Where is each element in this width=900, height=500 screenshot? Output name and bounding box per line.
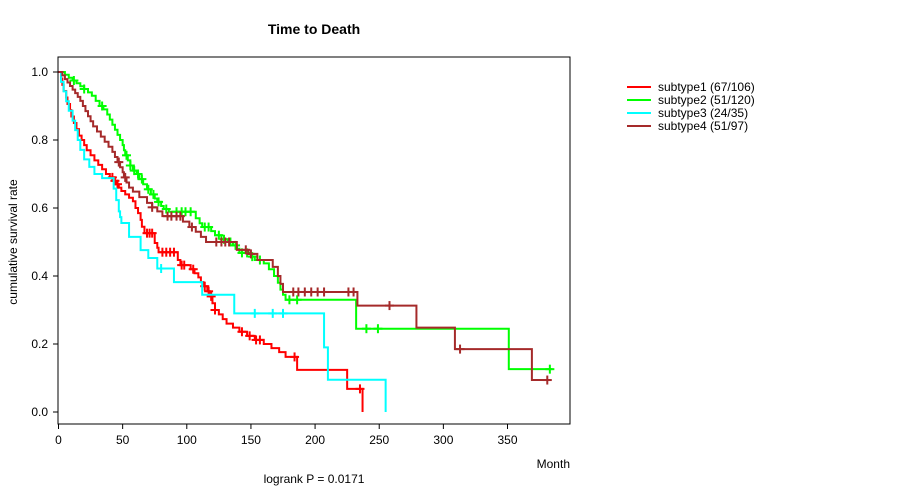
- curve-subtype2: [58, 71, 553, 371]
- x-axis-label: Month: [537, 457, 570, 471]
- x-tick-label: 300: [433, 433, 453, 447]
- legend-label-subtype3: subtype3 (24/35): [658, 106, 748, 120]
- y-tick-label: 0.2: [31, 337, 48, 351]
- x-tick-label: 250: [369, 433, 389, 447]
- x-tick-label: 200: [305, 433, 325, 447]
- x-tick-label: 100: [177, 433, 197, 447]
- legend-entry-subtype4: subtype4 (51/97): [627, 119, 748, 133]
- legend: subtype1 (67/106)subtype2 (51/120)subtyp…: [627, 80, 755, 133]
- logrank-annotation: logrank P = 0.0171: [264, 472, 365, 486]
- legend-label-subtype2: subtype2 (51/120): [658, 93, 755, 107]
- y-tick-label: 0.4: [31, 269, 48, 283]
- y-axis: 0.0 0.2 0.4 0.6 0.8 1.0: [31, 65, 58, 419]
- censor-marks-subtype3: [156, 264, 288, 318]
- chart-title: Time to Death: [268, 21, 360, 37]
- curve-subtype1: [58, 71, 364, 412]
- censor-marks-subtype1: [107, 172, 365, 394]
- curve-subtype3: [58, 71, 387, 412]
- y-tick-label: 0.6: [31, 201, 48, 215]
- y-axis-label: cumulative survival rate: [6, 179, 20, 305]
- plot-border-box: [57, 56, 571, 425]
- censor-marks-subtype4: [114, 157, 552, 385]
- y-tick-label: 0.0: [31, 405, 48, 419]
- censor-marks-subtype2: [69, 76, 555, 374]
- x-tick-label: 350: [497, 433, 517, 447]
- x-tick-label: 50: [116, 433, 130, 447]
- legend-entry-subtype1: subtype1 (67/106): [627, 80, 755, 94]
- x-tick-label: 0: [55, 433, 62, 447]
- y-tick-label: 0.8: [31, 133, 48, 147]
- survival-curves: [58, 71, 555, 412]
- x-tick-label: 150: [241, 433, 261, 447]
- y-tick-label: 1.0: [31, 65, 48, 79]
- x-axis: 0 50 100 150 200 250 300 350: [55, 424, 518, 447]
- legend-label-subtype4: subtype4 (51/97): [658, 119, 748, 133]
- curve-subtype4: [58, 71, 550, 382]
- legend-entry-subtype3: subtype3 (24/35): [627, 106, 748, 120]
- legend-entry-subtype2: subtype2 (51/120): [627, 93, 755, 107]
- legend-label-subtype1: subtype1 (67/106): [658, 80, 755, 94]
